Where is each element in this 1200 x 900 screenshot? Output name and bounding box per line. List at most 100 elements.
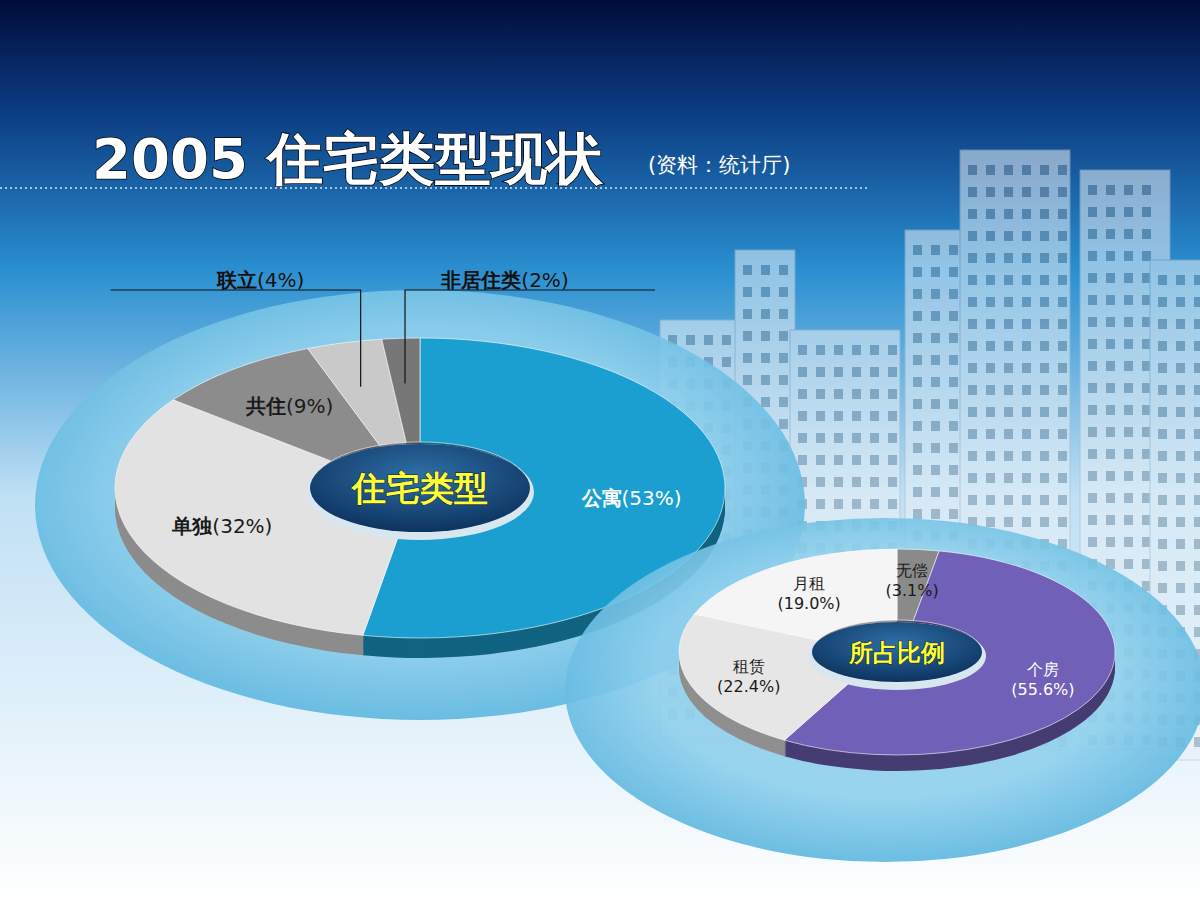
- window: [1176, 473, 1185, 483]
- window: [1158, 517, 1167, 527]
- hole-rim: [808, 622, 986, 690]
- window: [704, 335, 713, 345]
- window: [1124, 295, 1133, 305]
- window: [1124, 273, 1133, 283]
- window: [968, 319, 977, 329]
- window: [834, 345, 843, 355]
- window: [949, 289, 958, 299]
- window: [913, 245, 922, 255]
- window: [816, 499, 825, 509]
- window: [1124, 405, 1133, 415]
- window: [834, 433, 843, 443]
- window: [816, 367, 825, 377]
- window: [931, 377, 940, 387]
- window: [1106, 515, 1115, 525]
- window: [1058, 429, 1067, 439]
- window: [986, 517, 995, 527]
- pie-backdrop: [565, 518, 1200, 862]
- window: [949, 245, 958, 255]
- window: [1058, 231, 1067, 241]
- window: [870, 367, 879, 377]
- window: [1194, 539, 1200, 549]
- data-label-name: 无偿: [896, 561, 928, 580]
- window: [1088, 229, 1097, 239]
- window: [870, 433, 879, 443]
- window: [1194, 495, 1200, 505]
- window: [1106, 339, 1115, 349]
- data-label-value: (19.0%): [778, 594, 841, 613]
- window: [1124, 251, 1133, 261]
- window: [761, 309, 770, 319]
- data-label-name: 租赁: [733, 657, 765, 676]
- window: [1058, 363, 1067, 373]
- data-label: 非居住类(2%): [440, 268, 568, 292]
- window: [1158, 319, 1167, 329]
- window: [968, 363, 977, 373]
- window: [798, 367, 807, 377]
- window: [1176, 605, 1185, 615]
- window: [1158, 429, 1167, 439]
- window: [1004, 319, 1013, 329]
- window: [1022, 275, 1031, 285]
- window: [913, 311, 922, 321]
- window: [1124, 361, 1133, 371]
- window: [743, 375, 752, 385]
- window: [722, 335, 731, 345]
- window: [1040, 165, 1049, 175]
- window: [1022, 495, 1031, 505]
- chart-title: 所占比例: [848, 639, 945, 667]
- data-label-value: (22.4%): [717, 677, 780, 696]
- window: [779, 287, 788, 297]
- window: [798, 433, 807, 443]
- window: [1040, 209, 1049, 219]
- window: [1158, 583, 1167, 593]
- window: [888, 367, 897, 377]
- window: [968, 297, 977, 307]
- window: [1106, 361, 1115, 371]
- window: [1088, 273, 1097, 283]
- window: [1088, 295, 1097, 305]
- window: [1124, 559, 1133, 569]
- window: [779, 397, 788, 407]
- window: [834, 367, 843, 377]
- window: [834, 455, 843, 465]
- window: [913, 289, 922, 299]
- window: [1004, 363, 1013, 373]
- window: [1088, 339, 1097, 349]
- window: [1194, 429, 1200, 439]
- window: [1194, 473, 1200, 483]
- window: [1022, 429, 1031, 439]
- window: [913, 333, 922, 343]
- window: [779, 353, 788, 363]
- window: [1158, 407, 1167, 417]
- window: [1004, 209, 1013, 219]
- window: [870, 499, 879, 509]
- window: [968, 385, 977, 395]
- window: [986, 451, 995, 461]
- window: [1158, 473, 1167, 483]
- window: [1158, 275, 1167, 285]
- hole: [812, 622, 982, 682]
- window: [779, 309, 788, 319]
- window: [1176, 297, 1185, 307]
- window: [968, 165, 977, 175]
- window: [1022, 517, 1031, 527]
- window: [1022, 341, 1031, 351]
- window: [1124, 383, 1133, 393]
- window: [816, 477, 825, 487]
- window: [779, 265, 788, 275]
- window: [913, 509, 922, 519]
- window: [1058, 407, 1067, 417]
- window: [986, 341, 995, 351]
- window: [1058, 451, 1067, 461]
- window: [870, 389, 879, 399]
- window: [1194, 363, 1200, 373]
- window: [1088, 405, 1097, 415]
- window: [722, 357, 731, 367]
- title-rule: [0, 187, 870, 189]
- window: [1088, 427, 1097, 437]
- window: [986, 275, 995, 285]
- leader-line: [111, 290, 361, 387]
- window: [1058, 341, 1067, 351]
- window: [1088, 537, 1097, 547]
